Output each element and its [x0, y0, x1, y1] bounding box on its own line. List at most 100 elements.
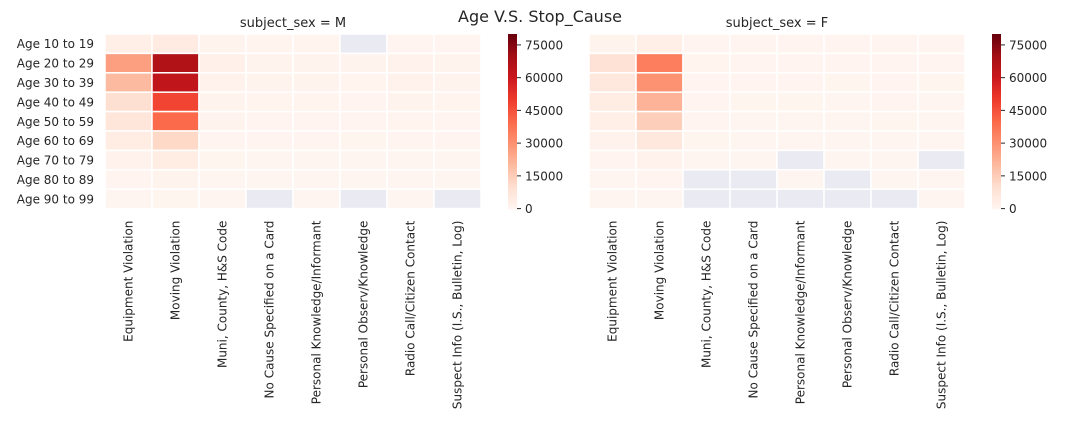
heatmap-cell — [729, 33, 778, 55]
colorbar-segment — [508, 167, 517, 171]
heatmap-cell — [870, 91, 919, 113]
heatmap-cell — [433, 110, 482, 132]
heatmap-cell — [870, 169, 919, 190]
colorbar-segment — [508, 90, 517, 93]
colorbar-segment — [992, 90, 1001, 93]
colorbar-segment — [508, 156, 517, 159]
heatmap-cell — [776, 169, 825, 190]
heatmap-cell — [776, 110, 825, 132]
heatmap-cell — [729, 91, 778, 113]
colorbar-segment — [992, 171, 1001, 175]
colorbar-segment — [508, 179, 517, 183]
heatmap-cell — [339, 91, 388, 113]
colorbar-segment — [508, 148, 517, 151]
colorbar-segment — [992, 57, 1001, 60]
colorbar-segment — [992, 163, 1001, 167]
heatmap-cell — [104, 52, 153, 74]
colorbar-segment — [992, 103, 1001, 107]
row-tick-label: Age 20 to 29 — [17, 57, 94, 71]
heatmap-cell — [386, 130, 435, 152]
colorbar-segment — [508, 189, 517, 192]
colorbar-segment — [992, 37, 1001, 41]
column-tick-label: Moving Violation — [169, 221, 183, 320]
heatmap-cell — [870, 149, 919, 171]
heatmap-cell — [776, 188, 825, 210]
colorbar-segment — [508, 47, 517, 51]
colorbar-segment — [992, 152, 1001, 155]
colorbar-segment — [508, 66, 517, 70]
colorbar-segment — [508, 68, 517, 72]
colorbar-segment — [508, 78, 517, 82]
colorbar-tick-label: 45000 — [1009, 104, 1047, 118]
heatmap-cell — [292, 52, 341, 74]
heatmap-cell — [682, 91, 731, 113]
figure-title: Age V.S. Stop_Cause — [458, 7, 622, 27]
heatmap-cell — [823, 91, 872, 113]
heatmap-cell — [104, 33, 153, 55]
colorbar-segment — [992, 138, 1001, 142]
heatmap-cell — [292, 130, 341, 152]
colorbar-segment — [992, 204, 1001, 208]
heatmap-cell — [682, 169, 731, 190]
heatmap-cell — [292, 169, 341, 190]
colorbar-segment — [992, 158, 1001, 161]
colorbar-segment — [508, 101, 517, 105]
heatmap-cell — [386, 188, 435, 210]
heatmap-cell — [151, 110, 200, 132]
heatmap-cell — [245, 33, 294, 55]
heatmap-cell — [198, 52, 247, 74]
heatmap-cell — [776, 72, 825, 93]
heatmap-cell — [292, 33, 341, 55]
colorbar-segment — [508, 185, 517, 188]
colorbar-segment — [992, 88, 1001, 91]
colorbar-segment — [992, 117, 1001, 120]
heatmap-cell — [917, 72, 966, 93]
colorbar-segment — [992, 59, 1001, 62]
heatmap-cell — [823, 52, 872, 74]
colorbar-segment — [508, 55, 517, 58]
colorbar-segment — [508, 39, 517, 43]
colorbar-segment — [992, 160, 1001, 163]
heatmap-cell — [198, 110, 247, 132]
heatmap-cell — [292, 72, 341, 93]
colorbar-segment — [508, 86, 517, 89]
heatmap-cell — [433, 91, 482, 113]
colorbar-segment — [992, 134, 1001, 138]
heatmap-cell — [292, 149, 341, 171]
heatmap-cell — [682, 72, 731, 93]
heatmap-cell — [386, 33, 435, 55]
heatmap-cell — [823, 188, 872, 210]
heatmap-cell — [198, 169, 247, 190]
colorbar-segment — [992, 111, 1001, 115]
colorbar-segment — [508, 82, 517, 86]
colorbar-tick-label: 30000 — [1009, 137, 1047, 151]
heatmap-cell — [198, 188, 247, 210]
colorbar-segment — [992, 193, 1001, 196]
row-tick-label: Age 10 to 19 — [17, 37, 94, 51]
colorbar-segment — [508, 131, 517, 134]
heatmap-cell — [635, 188, 684, 210]
colorbar-segment — [992, 51, 1001, 54]
colorbar-segment — [992, 179, 1001, 183]
heatmap-cell — [433, 130, 482, 152]
heatmap-cell — [588, 130, 637, 152]
colorbar-segment — [992, 70, 1001, 74]
heatmap-cell — [386, 72, 435, 93]
heatmap-cell — [386, 149, 435, 171]
heatmap-cell — [823, 33, 872, 55]
heatmap-cell — [151, 130, 200, 152]
colorbar-segment — [992, 76, 1001, 80]
colorbar-tick-label: 15000 — [1009, 169, 1047, 183]
colorbar-segment — [508, 57, 517, 60]
heatmap-cell — [588, 72, 637, 93]
heatmap-cell — [339, 72, 388, 93]
colorbar-segment — [992, 156, 1001, 159]
colorbar-segment — [992, 169, 1001, 173]
heatmap-cell — [151, 91, 200, 113]
colorbar-segment — [508, 105, 517, 109]
colorbar-segment — [992, 181, 1001, 184]
heatmap-cell — [635, 52, 684, 74]
heatmap-cell — [151, 188, 200, 210]
colorbar-segment — [992, 148, 1001, 151]
colorbar-segment — [508, 132, 517, 136]
